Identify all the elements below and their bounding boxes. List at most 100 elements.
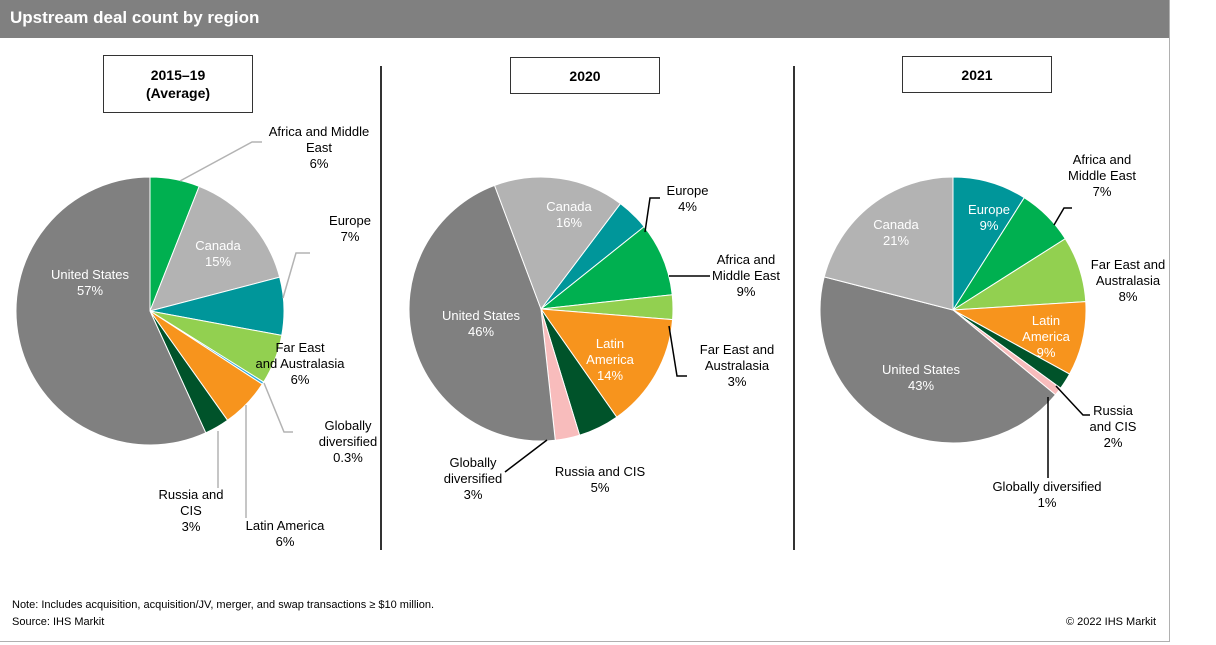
- slice-label-line: and CIS: [1089, 419, 1137, 434]
- pie-slice-canada: [493, 176, 622, 311]
- leader-line-europe-2015: [282, 252, 310, 299]
- slice-label-line: United States: [881, 362, 961, 377]
- slice-label-line: 3%: [727, 374, 747, 389]
- slice-label-line: Europe: [968, 202, 1010, 217]
- slice-label-line: 7%: [340, 229, 360, 244]
- slice-label-line: United States: [50, 267, 130, 282]
- slice-label-us-2020: United States 46%: [426, 308, 536, 340]
- pie-slice-canada: [823, 176, 954, 311]
- panel-title-2020: 2020: [510, 57, 660, 94]
- slice-label-line: diversified: [318, 434, 378, 449]
- slice-label-line: Canada: [873, 217, 919, 232]
- panel-title-line: 2021: [961, 66, 993, 83]
- slice-label-line: 4%: [678, 199, 697, 214]
- slice-label-line: Africa and: [716, 252, 776, 267]
- source-note: Source: IHS Markit: [12, 616, 105, 628]
- slice-label-line: America: [586, 352, 634, 367]
- slice-label-canada-2021: Canada 21%: [857, 217, 935, 249]
- header-bar: Upstream deal count by region: [0, 0, 1169, 38]
- slice-label-line: Far East: [275, 340, 325, 355]
- slice-label-line: 43%: [907, 378, 935, 393]
- leader-line-europe-2020: [644, 197, 660, 233]
- slice-label-russia-2015: Russia and CIS 3%: [146, 487, 236, 535]
- slice-label-line: Far East and: [1090, 257, 1166, 272]
- slice-label-line: 6%: [275, 534, 295, 549]
- copyright: © 2022 IHS Markit: [1065, 616, 1156, 628]
- leader-line-global-2020: [504, 439, 548, 473]
- slice-label-line: 21%: [882, 233, 910, 248]
- slice-label-line: Europe: [666, 183, 709, 198]
- pie-2015-19: [15, 176, 285, 446]
- slice-label-global-2020: Globally diversified 3%: [428, 455, 518, 503]
- slice-label-line: Latin: [1031, 313, 1061, 328]
- slice-label-europe-2020: Europe 4%: [655, 183, 720, 215]
- slice-label-line: Australasia: [704, 358, 770, 373]
- slice-label-fareast-2015: Far East and Australasia 6%: [242, 340, 358, 388]
- pie-slice-canada: [149, 185, 281, 312]
- pie-slice-latin-america: [539, 308, 674, 418]
- panel-title-line: (Average): [145, 85, 211, 101]
- panel-divider-1: [380, 66, 382, 550]
- slice-label-us-2015: United States 57%: [40, 267, 140, 299]
- slice-label-latam-2015: Latin America 6%: [230, 518, 340, 550]
- slice-label-line: Africa and Middle: [268, 124, 370, 139]
- slice-label-line: 3%: [181, 519, 201, 534]
- slice-label-line: Globally diversified: [992, 479, 1102, 494]
- slice-label-line: Latin America: [245, 518, 325, 533]
- slice-label-line: Australasia: [1095, 273, 1161, 288]
- slice-label-global-2021: Globally diversified 1%: [972, 479, 1122, 511]
- slice-label-line: 1%: [1037, 495, 1057, 510]
- pie-slice-united-states: [408, 184, 556, 442]
- slice-label-line: Russia: [1093, 403, 1133, 418]
- slice-label-line: 7%: [1092, 184, 1112, 199]
- slice-label-europe-2021: Europe 9%: [955, 202, 1023, 234]
- leader-lines: [179, 141, 1090, 518]
- slice-label-line: Globally: [449, 455, 497, 470]
- slice-label-line: 14%: [596, 368, 624, 383]
- panel-divider-2: [793, 66, 795, 550]
- slice-label-line: 5%: [590, 480, 610, 495]
- slice-label-line: 0.3%: [333, 450, 363, 465]
- panel-title-line: 2020: [569, 67, 601, 84]
- slice-label-line: CIS: [180, 503, 202, 518]
- pie-2020: [408, 176, 674, 442]
- slice-label-line: Middle East: [1068, 168, 1136, 183]
- slice-label-line: Europe: [329, 213, 371, 228]
- slice-label-europe-2015: Europe 7%: [315, 213, 385, 245]
- slice-label-line: 6%: [290, 372, 310, 387]
- page-title: Upstream deal count by region: [10, 8, 260, 27]
- slice-label-line: 6%: [309, 156, 329, 171]
- slice-label-fareast-2021: Far East and Australasia 8%: [1082, 257, 1174, 305]
- slice-label-line: 9%: [979, 218, 999, 233]
- panel-title-2021: 2021: [902, 56, 1052, 93]
- slice-label-line: Globally: [324, 418, 372, 433]
- pie-slice-united-states: [15, 176, 207, 446]
- slice-label-line: Russia and: [158, 487, 224, 502]
- slice-label-line: 9%: [736, 284, 756, 299]
- slice-label-line: and Australasia: [255, 356, 345, 371]
- panel-title-2015-19: 2015–19 (Average): [103, 55, 253, 113]
- slice-label-line: 8%: [1118, 289, 1138, 304]
- slice-label-line: 2%: [1103, 435, 1123, 450]
- slice-label-africa-2020: Africa and Middle East 9%: [700, 252, 792, 300]
- pie-slice-united-states: [819, 276, 1057, 444]
- leader-line-global-2015: [263, 382, 293, 433]
- leader-line-africa-2015: [179, 141, 262, 182]
- slice-label-latam-2021: Latin America 9%: [1010, 313, 1082, 361]
- slice-label-line: diversified: [443, 471, 503, 486]
- slice-label-line: 16%: [555, 215, 583, 230]
- slice-label-canada-2015: Canada 15%: [173, 238, 263, 270]
- pie-2021: [819, 176, 1087, 444]
- slice-label-line: Middle East: [712, 268, 780, 283]
- slice-label-line: Latin: [595, 336, 625, 351]
- slice-label-line: 9%: [1036, 345, 1056, 360]
- slice-label-line: 46%: [467, 324, 495, 339]
- slice-label-us-2021: United States 43%: [866, 362, 976, 394]
- slice-label-global-2015: Globally diversified 0.3%: [298, 418, 398, 466]
- slice-label-line: Canada: [546, 199, 592, 214]
- slice-label-fareast-2020: Far East and Australasia 3%: [686, 342, 788, 390]
- slice-label-line: 3%: [463, 487, 483, 502]
- slice-label-latam-2020: Latin America 14%: [570, 336, 650, 384]
- slice-label-line: Far East and: [699, 342, 775, 357]
